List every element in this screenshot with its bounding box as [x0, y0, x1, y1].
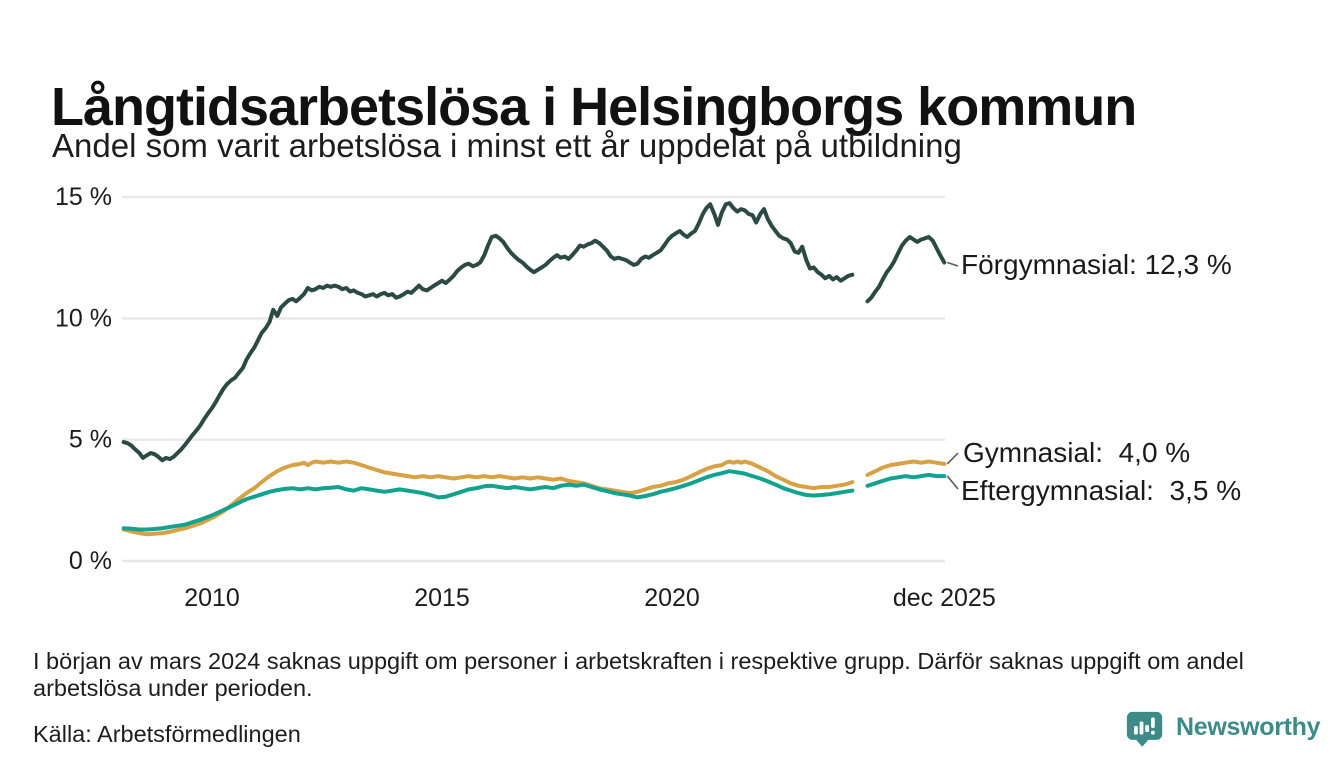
- logo-wordmark: Newsworthy: [1176, 713, 1321, 741]
- series-line-förgymnasial: [865, 235, 947, 304]
- series-line-gymnasial: [865, 459, 947, 477]
- y-tick-label: 5 %: [69, 426, 112, 454]
- leader-line: [946, 452, 959, 465]
- series-line-förgymnasial: [121, 201, 855, 463]
- series-label-gymnasial: Gymnasial: 4,0 %: [963, 437, 1191, 468]
- axis-labels: 0 % 5 % 10 % 15 % 2010 2015 2020 dec 2025: [55, 183, 996, 612]
- footnote-text: I början av mars 2024 saknas uppgift om …: [33, 648, 1244, 701]
- leader-line: [947, 261, 959, 267]
- series-line-eftergymnasial: [121, 469, 855, 532]
- series-lines: [121, 201, 947, 537]
- y-tick-label: 0 %: [69, 547, 112, 575]
- x-tick-label: 2020: [644, 584, 700, 612]
- leader-lines: [946, 261, 959, 490]
- series-label-forgymnasial: Förgymnasial: 12,3 %: [961, 249, 1232, 280]
- page-subtitle: Andel som varit arbetslösa i minst ett å…: [52, 127, 962, 164]
- series-line-eftergymnasial: [865, 472, 947, 488]
- series-label-eftergymnasial: Eftergymnasial: 3,5 %: [961, 475, 1242, 506]
- newsworthy-logo[interactable]: Newsworthy: [1126, 710, 1321, 755]
- y-tick-label: 10 %: [55, 304, 112, 332]
- speech-bubble-bar-chart-icon: [1126, 710, 1166, 755]
- page-title: Långtidsarbetslösa i Helsingborgs kommun: [51, 77, 1137, 138]
- x-tick-label: 2010: [184, 584, 240, 612]
- x-tick-label: 2015: [414, 584, 470, 612]
- source-text: Källa: Arbetsförmedlingen: [33, 721, 301, 747]
- series-line-gymnasial: [121, 459, 855, 537]
- leader-line: [946, 475, 959, 490]
- gridlines: [122, 195, 945, 563]
- y-tick-label: 15 %: [55, 183, 112, 211]
- x-tick-label: dec 2025: [893, 584, 996, 612]
